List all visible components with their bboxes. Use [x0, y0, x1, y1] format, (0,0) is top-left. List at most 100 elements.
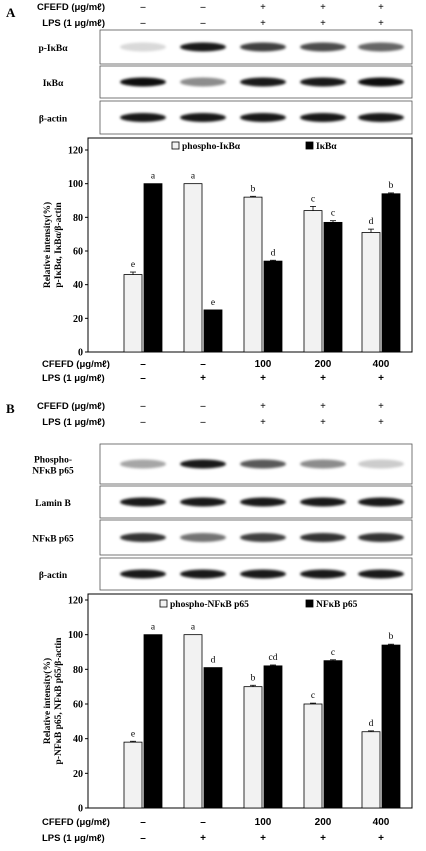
x-tick-label: + [200, 373, 206, 384]
bar [381, 644, 401, 809]
blot-band [300, 113, 346, 122]
blot-label: β-actin [39, 571, 68, 581]
significance-letter: e [131, 729, 135, 739]
category-row-label: CFEFD (μg/mℓ) [42, 359, 110, 370]
bar [143, 634, 163, 809]
significance-letter: a [191, 623, 196, 633]
treatment-sign: – [140, 417, 147, 428]
panel-letter: A [6, 5, 16, 20]
blot-band [300, 533, 346, 542]
treatment-sign: – [140, 2, 147, 13]
treatment-sign: + [378, 18, 384, 29]
blot-band [240, 459, 286, 469]
category-row-label: CFEFD (μg/mℓ) [42, 817, 110, 828]
significance-letter: d [211, 656, 216, 666]
blot-band [358, 533, 404, 542]
y-axis-label: Relative intensity(%) [42, 202, 53, 288]
blot-band [120, 42, 166, 52]
panel-b: B CFEFD (μg/mℓ) – – + + + LPS (1 μg/mℓ) – – + + + Pho… [6, 401, 413, 591]
blot-band [120, 77, 166, 87]
treatment-sign: – [140, 401, 147, 412]
legend-swatch [171, 141, 180, 150]
blot-band [120, 113, 166, 122]
significance-letter: cd [269, 653, 278, 663]
x-tick-label: 400 [373, 359, 390, 370]
blot-band [358, 42, 404, 52]
treatment-sign: – [200, 2, 207, 13]
blot-band [120, 569, 166, 579]
bar-chart-b: 0 20 40 60 80 100 120 Relative intensity(%) p-NF… [42, 593, 413, 844]
bar [361, 731, 381, 809]
blot-band [180, 113, 226, 122]
x-tick-label: – [200, 359, 206, 370]
y-tick-label: 60 [73, 247, 83, 258]
western-blot: p-IκBα [38, 29, 413, 65]
treatment-sign: – [200, 18, 207, 29]
treatment-sign: + [378, 401, 384, 412]
blot-band [120, 459, 166, 469]
x-tick-label: + [200, 833, 206, 844]
blot-band [120, 497, 166, 507]
x-tick-label: + [260, 833, 266, 844]
bar [303, 210, 323, 353]
blot-band [180, 497, 226, 507]
x-tick-label: + [378, 373, 384, 384]
treatment-sign: – [140, 18, 147, 29]
y-axis-label: p-IκBα, IκBα/β-actin [54, 202, 64, 288]
treatment-sign: + [260, 417, 266, 428]
blot-band [358, 77, 404, 87]
significance-letter: c [331, 209, 335, 219]
treatment-sign: + [260, 401, 266, 412]
treatment-sign: – [200, 401, 207, 412]
y-tick-label: 20 [73, 769, 83, 780]
significance-letter: a [151, 172, 156, 182]
treatment-sign: + [320, 401, 326, 412]
blot-band [358, 459, 404, 469]
x-tick-label: 100 [255, 817, 272, 828]
significance-letter: c [331, 648, 335, 658]
blot-band [300, 497, 346, 507]
significance-letter: b [251, 184, 256, 194]
panel-a: A CFEFD (μg/mℓ) – – + + + LPS (1 μg/mℓ) – – + + + p-I… [6, 2, 413, 135]
blot-band [180, 77, 226, 87]
x-tick-label: 200 [315, 359, 332, 370]
y-axis-label: Relative intensity(%) [42, 658, 53, 744]
significance-letter: e [131, 260, 135, 270]
bar [323, 660, 343, 809]
y-tick-label: 120 [68, 146, 83, 157]
blot-band [180, 533, 226, 542]
treatment-sign: + [260, 18, 266, 29]
x-tick-label: + [260, 373, 266, 384]
y-tick-label: 80 [73, 665, 83, 676]
blot-band [300, 77, 346, 87]
blot-label: Lamin B [35, 499, 71, 509]
y-tick-label: 40 [73, 734, 83, 745]
legend-swatch [159, 599, 168, 608]
y-axis-label: p-NFκB p65, NFκB p65/β-actin [54, 637, 64, 765]
treatment-sign: + [320, 18, 326, 29]
treatment-sign: + [260, 2, 266, 13]
bar [183, 634, 203, 809]
x-tick-label: + [378, 833, 384, 844]
bar [143, 183, 163, 353]
treatment-sign: + [320, 2, 326, 13]
western-blot: β-actin [39, 557, 413, 591]
treatment-sign: + [320, 417, 326, 428]
panel-letter: B [6, 401, 15, 416]
blot-band [180, 459, 226, 469]
legend-label: IκBα [316, 142, 337, 152]
bar [263, 665, 283, 809]
blot-band [240, 42, 286, 52]
bar [361, 232, 381, 353]
bar [243, 686, 263, 809]
y-tick-label: 100 [68, 179, 83, 190]
western-blot: NFκB p65 [32, 519, 413, 556]
treatment-sign: + [378, 417, 384, 428]
y-tick-label: 100 [68, 630, 83, 641]
significance-letter: b [389, 632, 394, 642]
blot-band [180, 569, 226, 579]
bar [381, 193, 401, 353]
bar [203, 667, 223, 809]
treatment-sign: – [200, 417, 207, 428]
blot-label: NFκB p65 [32, 467, 74, 477]
